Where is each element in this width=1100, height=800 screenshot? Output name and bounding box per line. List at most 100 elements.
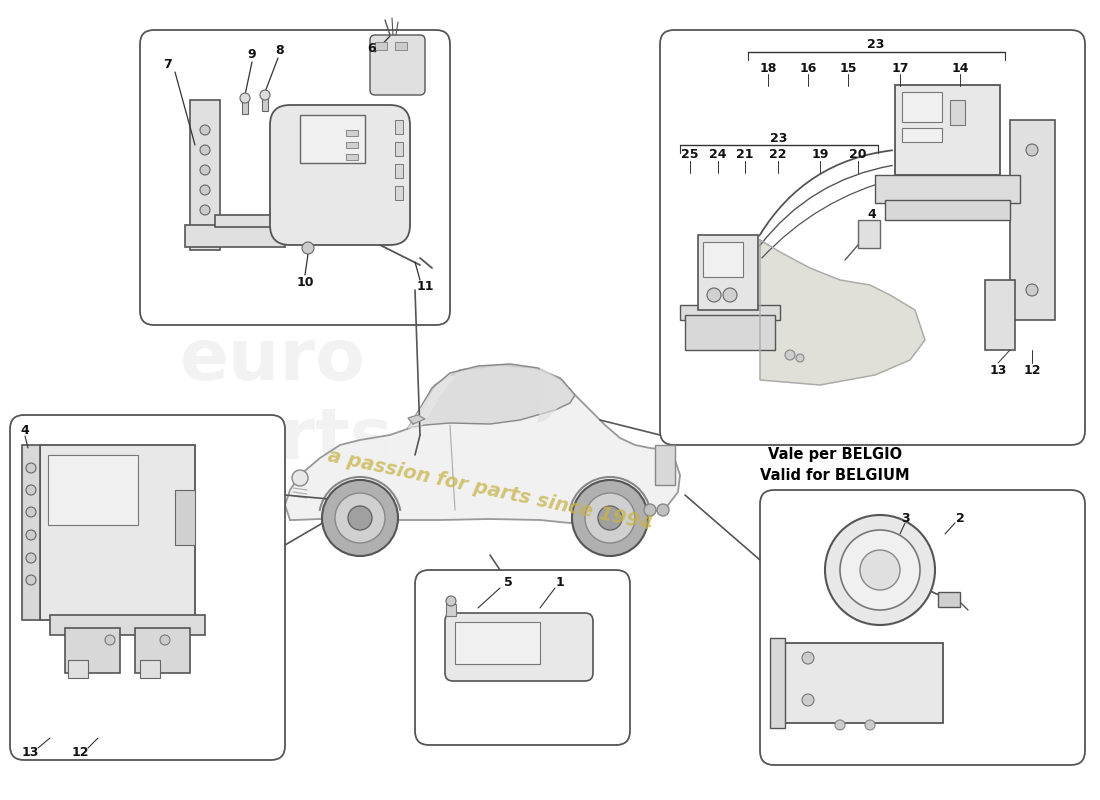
Text: 17: 17 — [891, 62, 909, 74]
Text: Vale per BELGIO: Vale per BELGIO — [768, 447, 902, 462]
Circle shape — [348, 506, 372, 530]
Text: 25: 25 — [681, 149, 698, 162]
Bar — [262, 95, 268, 111]
Circle shape — [26, 463, 36, 473]
Bar — [214, 215, 275, 227]
Text: 12: 12 — [72, 746, 89, 759]
Circle shape — [796, 354, 804, 362]
Circle shape — [200, 165, 210, 175]
Bar — [50, 615, 205, 635]
Bar — [895, 85, 1000, 175]
Bar — [703, 242, 742, 277]
Circle shape — [657, 504, 669, 516]
Circle shape — [104, 635, 116, 645]
Text: 10: 10 — [296, 275, 314, 289]
FancyBboxPatch shape — [140, 30, 450, 325]
Circle shape — [322, 480, 398, 556]
Polygon shape — [408, 375, 453, 428]
Circle shape — [802, 694, 814, 706]
Text: 13: 13 — [21, 746, 38, 759]
Circle shape — [200, 145, 210, 155]
Circle shape — [707, 288, 721, 302]
Polygon shape — [760, 240, 925, 385]
Circle shape — [860, 550, 900, 590]
Circle shape — [598, 506, 622, 530]
Circle shape — [835, 720, 845, 730]
Circle shape — [26, 530, 36, 540]
Bar — [175, 490, 195, 545]
Text: 12: 12 — [1023, 363, 1041, 377]
Bar — [65, 628, 120, 673]
Text: 14: 14 — [952, 62, 969, 74]
Text: a passion for parts since 1994: a passion for parts since 1994 — [326, 446, 654, 534]
Bar — [395, 164, 403, 178]
Circle shape — [825, 515, 935, 625]
Circle shape — [585, 493, 635, 543]
Circle shape — [26, 485, 36, 495]
FancyBboxPatch shape — [415, 570, 630, 745]
Bar — [874, 175, 1020, 203]
Bar — [770, 638, 785, 728]
Text: 8: 8 — [276, 45, 284, 58]
FancyBboxPatch shape — [270, 105, 410, 245]
Circle shape — [1026, 284, 1038, 296]
Text: 11: 11 — [416, 281, 433, 294]
Circle shape — [802, 652, 814, 664]
Bar — [346, 142, 358, 148]
Text: 23: 23 — [867, 38, 884, 51]
Bar — [938, 592, 960, 607]
Bar — [395, 120, 403, 134]
Text: 6: 6 — [367, 42, 376, 54]
Circle shape — [644, 504, 656, 516]
Text: Valid for BELGIUM: Valid for BELGIUM — [760, 467, 910, 482]
Bar — [346, 154, 358, 160]
Text: 5: 5 — [504, 577, 513, 590]
Bar — [680, 305, 780, 320]
Bar — [685, 315, 775, 350]
Bar — [455, 622, 540, 664]
Circle shape — [1026, 144, 1038, 156]
Text: 20: 20 — [849, 149, 867, 162]
Bar — [242, 98, 248, 114]
Polygon shape — [285, 365, 680, 523]
Bar — [346, 130, 358, 136]
Circle shape — [160, 635, 170, 645]
Bar — [446, 604, 456, 616]
Circle shape — [572, 480, 648, 556]
Text: 22: 22 — [769, 149, 786, 162]
Text: 13: 13 — [989, 363, 1006, 377]
Bar — [902, 92, 942, 122]
FancyBboxPatch shape — [10, 415, 285, 760]
Bar — [902, 128, 942, 142]
Circle shape — [840, 530, 920, 610]
Bar — [395, 186, 403, 200]
Bar — [783, 643, 943, 723]
Text: 4: 4 — [21, 423, 30, 437]
Bar — [984, 280, 1015, 350]
Text: 7: 7 — [164, 58, 173, 71]
Text: 15: 15 — [839, 62, 857, 74]
Polygon shape — [408, 415, 425, 424]
FancyBboxPatch shape — [446, 613, 593, 681]
Bar — [300, 115, 365, 163]
Circle shape — [200, 125, 210, 135]
FancyBboxPatch shape — [760, 490, 1085, 765]
Circle shape — [200, 205, 210, 215]
Bar — [375, 42, 387, 50]
Polygon shape — [408, 364, 575, 428]
Circle shape — [200, 185, 210, 195]
Text: euro
parts: euro parts — [180, 326, 394, 474]
Bar — [395, 142, 403, 156]
Circle shape — [26, 507, 36, 517]
Bar — [68, 660, 88, 678]
Bar — [48, 455, 138, 525]
Text: 1: 1 — [556, 577, 564, 590]
Circle shape — [26, 553, 36, 563]
Circle shape — [785, 350, 795, 360]
Bar — [185, 225, 285, 247]
Bar — [886, 200, 1010, 220]
Bar — [654, 445, 675, 485]
Bar — [858, 220, 880, 248]
Bar — [698, 235, 758, 310]
Bar — [190, 100, 220, 250]
